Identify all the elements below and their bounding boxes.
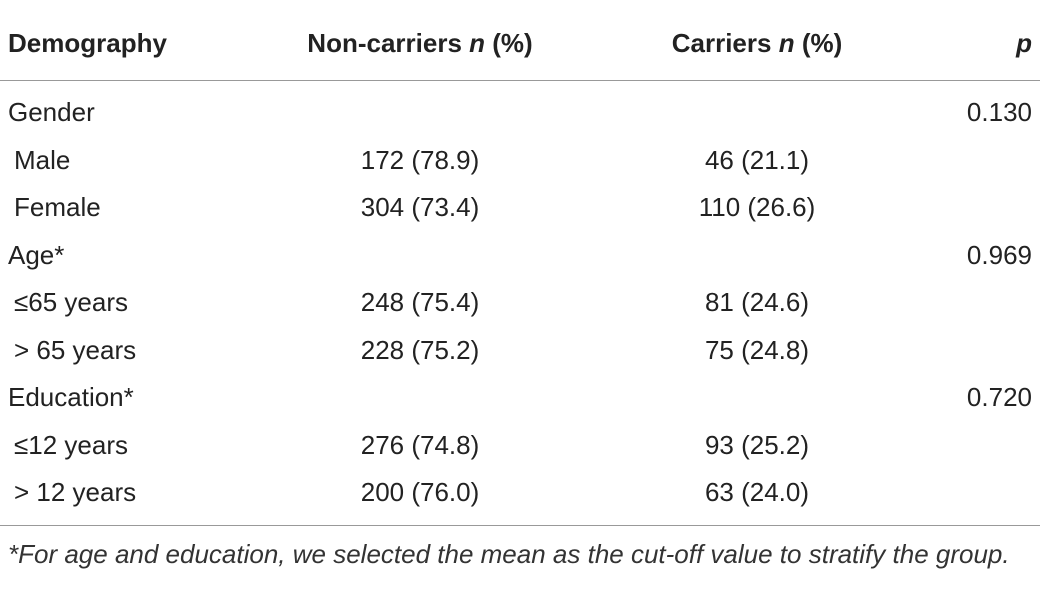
row-label: ≤12 years bbox=[14, 429, 128, 460]
cell-value: 304 (73.4) bbox=[360, 192, 480, 222]
header-cell: Carriers n (%) bbox=[672, 28, 843, 58]
cell-value: 81 (24.6) bbox=[704, 287, 810, 317]
header-cell: Demography bbox=[8, 28, 167, 58]
header-cell: p bbox=[1016, 28, 1032, 58]
cell-value: 46 (21.1) bbox=[704, 144, 810, 175]
row-label: > 65 years bbox=[14, 334, 137, 365]
row-label: ≤65 years bbox=[14, 287, 128, 317]
row-label: Age* bbox=[8, 239, 65, 270]
header-text: (%) bbox=[801, 28, 843, 58]
cell-value: 200 (76.0) bbox=[360, 477, 480, 507]
row-label: Gender bbox=[8, 97, 95, 127]
header-text: n bbox=[778, 28, 795, 58]
header-text: Demography bbox=[8, 28, 167, 58]
row-label: Male bbox=[14, 144, 71, 175]
header-rule bbox=[0, 80, 1040, 81]
footnote: *For age and education, we selected the … bbox=[8, 539, 1010, 569]
row-label: Education* bbox=[8, 382, 134, 412]
header-cell: Non-carriers n (%) bbox=[307, 28, 532, 58]
cell-value: 248 (75.4) bbox=[360, 287, 480, 317]
cell-value: 110 (26.6) bbox=[698, 192, 816, 222]
header-text: Non-carriers bbox=[307, 28, 462, 58]
cell-value: 63 (24.0) bbox=[704, 477, 810, 507]
row-label: > 12 years bbox=[14, 477, 137, 507]
cell-value: 172 (78.9) bbox=[360, 144, 480, 175]
cell-value: 0.969 bbox=[966, 239, 1032, 270]
header-text: (%) bbox=[492, 28, 533, 58]
cell-value: 228 (75.2) bbox=[360, 334, 480, 365]
header-text: Carriers bbox=[671, 28, 772, 58]
bottom-rule bbox=[0, 525, 1040, 526]
cell-value: 0.130 bbox=[966, 97, 1032, 127]
header-text: p bbox=[1016, 28, 1032, 58]
cell-value: 93 (25.2) bbox=[704, 429, 810, 460]
row-label: Female bbox=[14, 192, 101, 222]
cell-value: 0.720 bbox=[966, 382, 1032, 412]
cell-value: 75 (24.8) bbox=[704, 334, 810, 365]
header-text: n bbox=[469, 28, 486, 58]
cell-value: 276 (74.8) bbox=[360, 429, 480, 460]
